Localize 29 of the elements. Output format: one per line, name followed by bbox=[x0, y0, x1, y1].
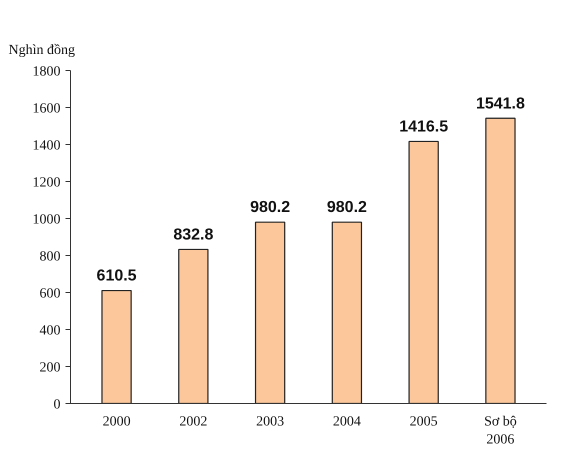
bar bbox=[101, 290, 132, 404]
x-tick-label: 2005 bbox=[410, 414, 438, 430]
data-label: 980.2 bbox=[250, 199, 290, 216]
bar bbox=[332, 222, 362, 404]
y-tick-label: 1200 bbox=[32, 176, 60, 190]
bar bbox=[254, 222, 286, 404]
data-label: 980.2 bbox=[326, 199, 368, 216]
y-tick-label: 1000 bbox=[32, 212, 60, 228]
y-tick-label: 800 bbox=[40, 250, 60, 264]
data-label: 1416.5 bbox=[399, 118, 448, 136]
bar bbox=[408, 140, 439, 404]
y-tick-label: 0 bbox=[54, 398, 60, 412]
y-tick-label: 200 bbox=[40, 360, 60, 376]
data-label: 1541.8 bbox=[476, 95, 526, 112]
x-tick-label: 2000 bbox=[102, 414, 131, 430]
bar bbox=[485, 118, 516, 404]
data-label: 832.8 bbox=[173, 226, 214, 244]
y-tick-label: 1400 bbox=[32, 138, 60, 154]
data-label: 610.5 bbox=[96, 268, 137, 285]
y-tick-label: 600 bbox=[40, 286, 60, 302]
bar bbox=[178, 248, 209, 404]
y-tick-label: 1600 bbox=[32, 102, 60, 116]
x-tick-label: Sơ bộ 2006 bbox=[484, 414, 517, 448]
y-axis-title: Nghìn đồng bbox=[8, 43, 75, 58]
x-tick-label: 2004 bbox=[332, 414, 361, 430]
x-tick-label: 2003 bbox=[256, 414, 284, 430]
x-tick-label: 2002 bbox=[179, 414, 208, 430]
y-tick-label: 1800 bbox=[32, 64, 60, 80]
y-tick-label: 400 bbox=[40, 324, 60, 338]
